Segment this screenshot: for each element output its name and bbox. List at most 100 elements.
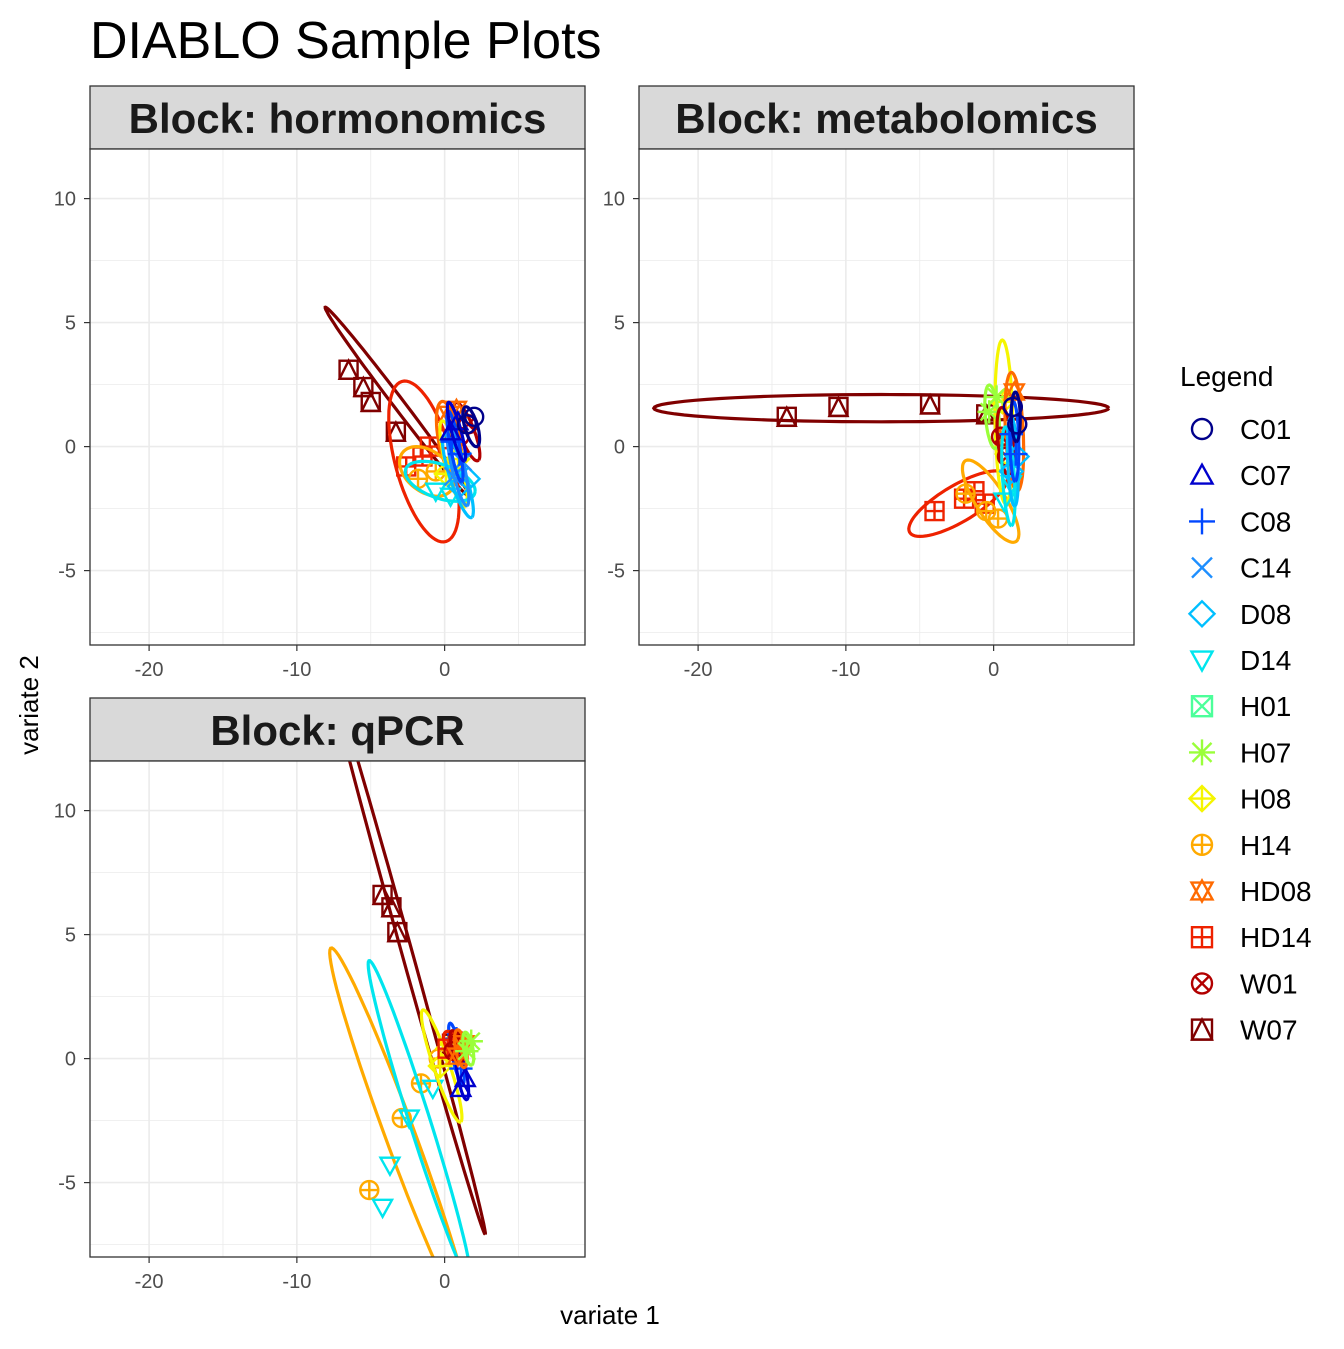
legend-item-w07: W07 [1190, 1015, 1298, 1046]
legend-label: HD08 [1240, 876, 1312, 907]
legend-key-hd14 [1190, 926, 1214, 949]
legend-label: HD14 [1240, 922, 1312, 953]
legend-items: C01 C07 C08 C14 D08 D14 H01 H07 H08 H14 HD08 HD14 W0… [1187, 414, 1312, 1046]
legend-item-d14: D14 [1189, 645, 1291, 676]
plot-background [90, 149, 585, 645]
y-tick-label: -5 [58, 1173, 76, 1195]
panel-border [638, 148, 1135, 646]
point-d14 [424, 482, 448, 504]
legend-key-h07 [1189, 739, 1215, 766]
legend-key-c07 [1189, 462, 1215, 485]
x-axis-title: variate 1 [560, 1300, 660, 1330]
legend-key-c08 [1189, 508, 1215, 535]
point-c07 [439, 419, 463, 441]
point-c08 [1004, 442, 1028, 466]
point-h14 [359, 1179, 380, 1201]
ellipse-h14 [328, 946, 459, 1257]
legend-item-h07: H07 [1189, 737, 1291, 768]
legend-label: W01 [1240, 968, 1298, 999]
point-w07 [380, 895, 403, 918]
legend-item-hd14: HD14 [1190, 922, 1312, 953]
chart-title: DIABLO Sample Plots [90, 12, 602, 70]
y-tick-label: 5 [65, 313, 76, 335]
legend-label: H14 [1240, 830, 1291, 861]
legend-item-hd08: HD08 [1189, 876, 1312, 907]
legend-item-h14: H14 [1190, 830, 1291, 861]
legend-key-w07 [1190, 1016, 1214, 1041]
y-tick-label: 10 [54, 189, 76, 211]
point-w07 [386, 920, 409, 943]
legend-key-c01 [1190, 417, 1214, 441]
ellipse-c01 [1009, 390, 1022, 444]
panel-1: Block: hormonomics -20 -10 0 -5 0 5 10 [54, 85, 586, 681]
grid [639, 149, 1134, 645]
y-tick-label: -5 [607, 561, 625, 583]
point-d14 [992, 492, 1016, 514]
point-w07 [352, 375, 375, 398]
legend-key-h14 [1190, 833, 1214, 856]
legend-key-h01 [1190, 695, 1214, 718]
point-w07 [337, 358, 360, 380]
legend-key-d14 [1189, 650, 1215, 673]
legend-label: W07 [1240, 1015, 1298, 1046]
y-tick-label: 0 [614, 437, 625, 459]
x-tick-label: -20 [684, 659, 713, 681]
legend-key-d08 [1187, 599, 1217, 628]
point-w07 [384, 420, 407, 442]
ellipse-c01 [461, 405, 482, 449]
legend-key-hd08 [1189, 878, 1215, 904]
point-hd14 [924, 500, 945, 522]
ellipse-c07 [445, 400, 468, 463]
legend-item-c08: C08 [1189, 506, 1291, 537]
panel-strip-title: Block: hormonomics [129, 95, 547, 142]
legend-label: H07 [1240, 737, 1291, 768]
grid [90, 149, 585, 645]
legend-item-c14: C14 [1191, 553, 1291, 584]
x-tick-label: -10 [831, 659, 860, 681]
plot-data [328, 761, 488, 1257]
legend-label: D14 [1240, 645, 1291, 676]
point-c07 [449, 1076, 473, 1098]
y-tick-label: -5 [58, 561, 76, 583]
point-h07 [455, 1039, 479, 1063]
y-tick-label: 5 [614, 313, 625, 335]
x-tick-label: 0 [439, 659, 450, 681]
plot-background [90, 761, 585, 1257]
x-tick-label: -10 [282, 659, 311, 681]
legend-label: C01 [1240, 414, 1291, 445]
y-tick-label: 0 [65, 437, 76, 459]
point-w07 [359, 390, 382, 413]
legend-item-d08: D08 [1187, 599, 1291, 630]
x-tick-label: -20 [135, 659, 164, 681]
x-tick-label: 0 [988, 659, 999, 681]
legend-label: H01 [1240, 691, 1291, 722]
panel-strip [89, 85, 586, 150]
legend: Legend C01 C07 C08 C14 D08 D14 H01 H07 H08 H14 HD0… [1180, 361, 1312, 1046]
legend-key-c14 [1191, 556, 1213, 579]
legend-key-h08 [1187, 784, 1217, 813]
point-w07 [827, 395, 850, 418]
x-tick-label: -10 [282, 1271, 311, 1293]
legend-label: C14 [1240, 553, 1291, 584]
legend-item-c07: C07 [1189, 460, 1291, 491]
panel-strip [638, 85, 1135, 150]
legend-item-w01: W01 [1190, 968, 1298, 999]
point-c01 [456, 414, 477, 435]
legend-item-h08: H08 [1187, 784, 1291, 815]
legend-title: Legend [1180, 361, 1273, 392]
panel-border [89, 148, 586, 646]
point-c01 [1002, 396, 1024, 418]
point-c07 [453, 1066, 477, 1088]
ellipse-d14 [1000, 425, 1017, 528]
point-h14 [955, 483, 976, 504]
point-d14 [371, 1198, 395, 1220]
legend-item-c01: C01 [1190, 414, 1291, 445]
panel-strip [89, 697, 586, 762]
y-axis-title: variate 2 [14, 655, 44, 755]
plot-data [323, 305, 485, 544]
point-w07 [775, 405, 798, 428]
ellipse-d14 [366, 959, 470, 1257]
point-w07 [919, 392, 942, 415]
